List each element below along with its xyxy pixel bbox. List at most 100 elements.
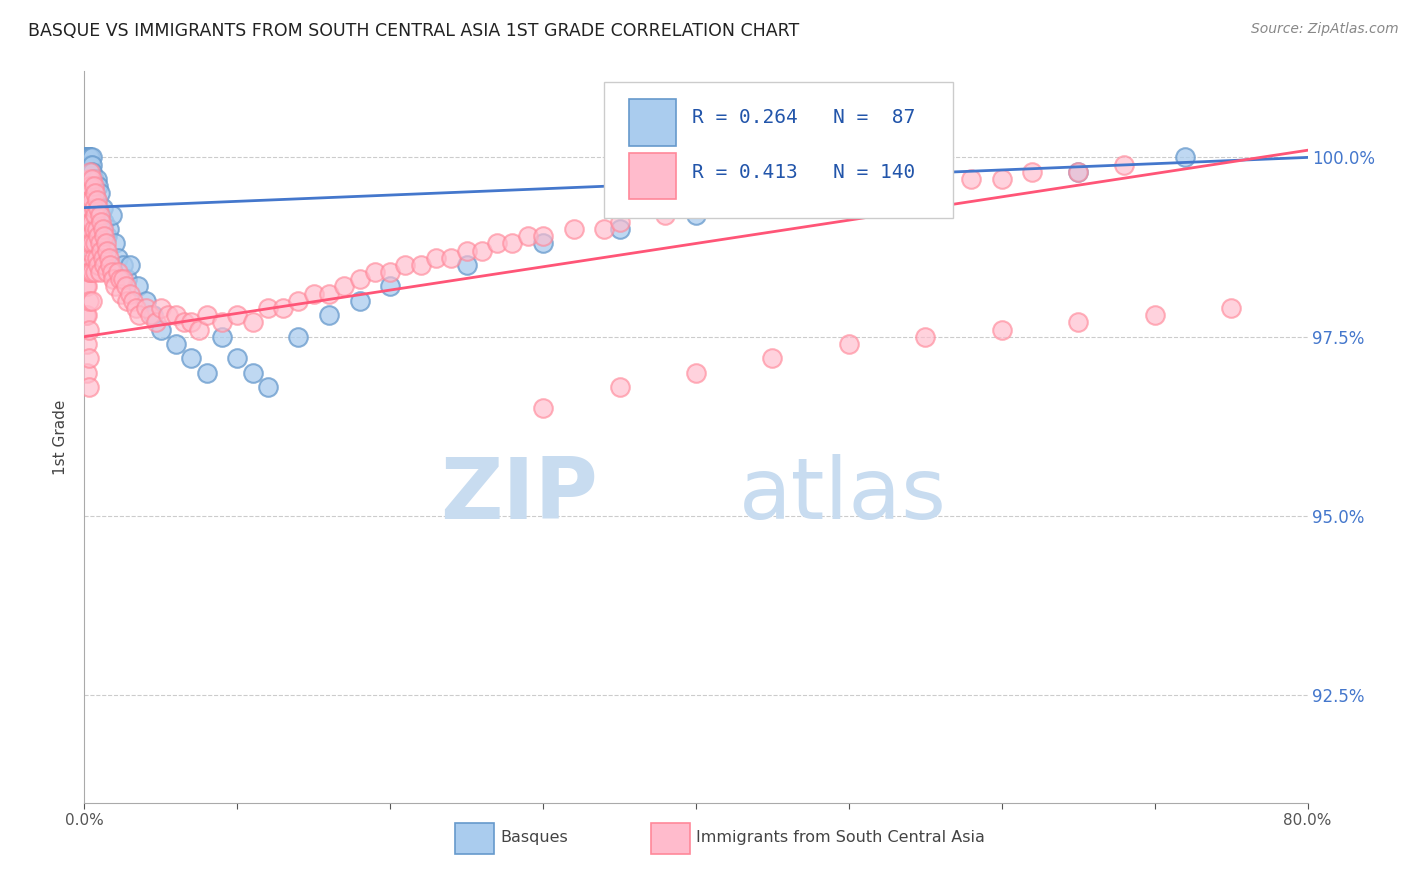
Point <box>96 265 118 279</box>
Point <box>80 186 103 201</box>
Point <box>84 236 107 251</box>
Text: R = 0.413   N = 140: R = 0.413 N = 140 <box>692 163 915 182</box>
Point <box>76 150 98 164</box>
Point <box>1143 308 1166 322</box>
Point <box>90 244 112 258</box>
Point <box>394 258 416 272</box>
Point <box>76 279 98 293</box>
Point <box>86 222 108 236</box>
Point <box>76 308 98 322</box>
Point <box>77 244 100 258</box>
Point <box>86 172 108 186</box>
Point <box>761 351 783 366</box>
Point <box>1114 158 1136 172</box>
Point <box>654 208 676 222</box>
Point <box>75 308 97 322</box>
Point <box>1067 165 1090 179</box>
Point <box>111 272 134 286</box>
Point <box>823 186 845 201</box>
Text: BASQUE VS IMMIGRANTS FROM SOUTH CENTRAL ASIA 1ST GRADE CORRELATION CHART: BASQUE VS IMMIGRANTS FROM SOUTH CENTRAL … <box>28 22 800 40</box>
Point <box>110 286 132 301</box>
Point <box>75 150 97 164</box>
Point <box>76 194 98 208</box>
Point <box>89 265 111 279</box>
Point <box>75 186 97 201</box>
Point <box>77 172 100 186</box>
Point <box>120 286 142 301</box>
Point <box>471 244 494 258</box>
Point <box>84 179 107 194</box>
Point <box>79 165 101 179</box>
Point <box>75 150 97 164</box>
Point <box>242 315 264 329</box>
Point <box>960 172 983 186</box>
Point <box>120 258 142 272</box>
Point <box>79 236 101 251</box>
Point <box>593 222 616 236</box>
Point <box>318 308 340 322</box>
Point <box>76 258 98 272</box>
Point <box>90 208 112 222</box>
Point <box>77 194 100 208</box>
Point <box>83 179 105 194</box>
Point <box>80 194 103 208</box>
Point <box>115 272 138 286</box>
Point <box>125 301 148 315</box>
Point <box>89 222 111 236</box>
FancyBboxPatch shape <box>651 823 690 854</box>
Point <box>1067 165 1090 179</box>
Point <box>77 222 100 236</box>
Point <box>93 215 115 229</box>
Point <box>75 150 97 164</box>
Point <box>531 236 554 251</box>
Point <box>83 172 105 186</box>
Point <box>76 150 98 164</box>
Point <box>80 172 103 186</box>
Point <box>77 201 100 215</box>
Point <box>77 380 100 394</box>
Point <box>75 194 97 208</box>
Point <box>76 165 98 179</box>
Point <box>76 150 98 164</box>
Point <box>609 222 631 236</box>
Point <box>87 229 110 244</box>
Point <box>104 236 127 251</box>
Text: R = 0.264   N =  87: R = 0.264 N = 87 <box>692 108 915 127</box>
Point <box>87 258 110 272</box>
Point <box>77 158 100 172</box>
Point <box>380 279 402 293</box>
Point <box>94 236 117 251</box>
Point <box>195 308 218 322</box>
Point <box>93 258 115 272</box>
Point <box>87 208 110 222</box>
Point <box>145 315 167 329</box>
Point <box>456 258 478 272</box>
Point <box>157 308 180 322</box>
Point <box>364 265 387 279</box>
Point <box>271 301 294 315</box>
Point <box>180 351 202 366</box>
Point <box>80 265 103 279</box>
Point <box>75 150 97 164</box>
Point <box>96 229 118 244</box>
Point <box>685 366 707 380</box>
Point <box>91 222 114 236</box>
Point <box>96 244 118 258</box>
Point <box>89 186 111 201</box>
Point <box>318 286 340 301</box>
Point <box>685 201 707 215</box>
Point <box>89 208 111 222</box>
Point <box>226 351 249 366</box>
FancyBboxPatch shape <box>456 823 494 854</box>
Point <box>165 308 187 322</box>
Point <box>77 186 100 201</box>
Point <box>83 208 105 222</box>
FancyBboxPatch shape <box>628 153 676 200</box>
Point <box>211 315 233 329</box>
Point <box>531 229 554 244</box>
Point <box>80 215 103 229</box>
Point <box>776 186 799 201</box>
Point <box>76 150 98 164</box>
Point <box>80 150 103 164</box>
Point <box>409 258 432 272</box>
